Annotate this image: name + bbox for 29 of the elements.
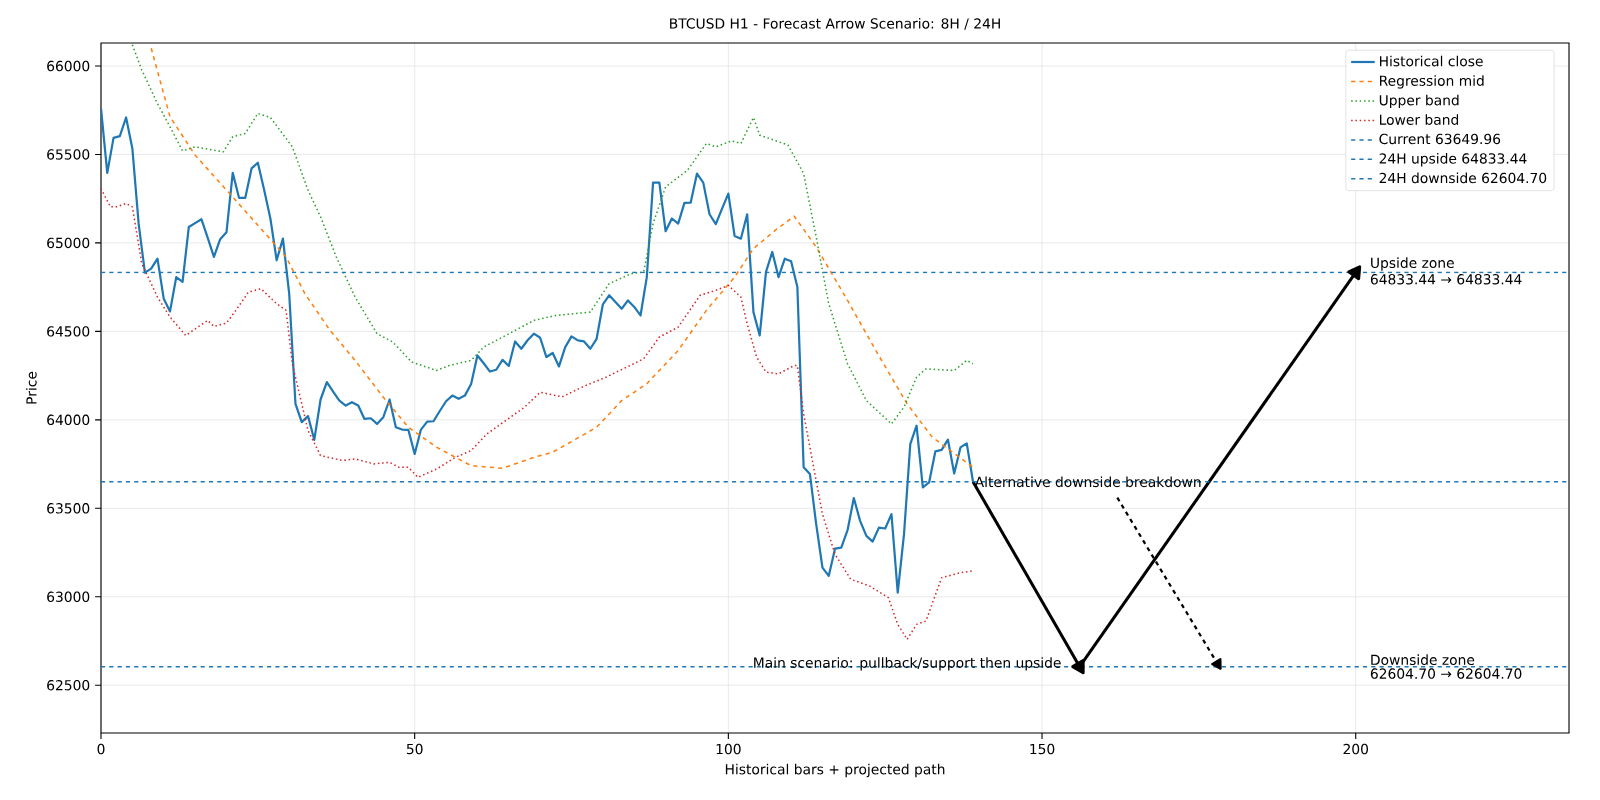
x-tick-label: 100	[716, 743, 741, 755]
legend-label: Current 63649.96	[1379, 133, 1501, 145]
y-tick-label: 64000	[47, 414, 90, 426]
x-tick-label: 150	[1030, 743, 1055, 755]
y-axis-title: Price	[25, 371, 37, 404]
annotation: Upside zone	[1371, 257, 1454, 271]
y-tick-label: 64500	[47, 326, 90, 337]
x-tick-label: 200	[1343, 743, 1369, 755]
y-tick-label: 63500	[47, 503, 90, 514]
legend-label: Regression mid	[1379, 75, 1484, 89]
legend-label: 24H downside 62604.70	[1379, 172, 1547, 184]
chart-title: BTCUSD H1 - Forecast Arrow Scenario: 8H / 24H	[670, 18, 1000, 30]
y-tick-label: 62500	[47, 679, 90, 691]
x-axis-title: Historical bars + projected path	[725, 763, 945, 778]
y-tick-label: 65000	[47, 237, 90, 249]
y-tick-label: 65500	[47, 149, 90, 160]
y-tick-label: 66000	[47, 60, 90, 72]
legend-label: Upper band	[1379, 94, 1459, 109]
annotation: 62604.70 → 62604.70	[1370, 668, 1522, 679]
legend-label: Lower band	[1379, 114, 1459, 125]
annotation: Main scenario: pullback/support then upside	[754, 657, 1061, 671]
annotation: 64833.44 → 64833.44	[1370, 274, 1522, 285]
x-tick-label: 0	[97, 743, 105, 755]
x-tick-label: 50	[406, 743, 423, 755]
annotation: Alternative downside breakdown	[974, 476, 1201, 488]
annotation: Downside zone	[1371, 654, 1475, 666]
legend-label: Historical close	[1379, 55, 1483, 67]
legend-label: 24H upside 64833.44	[1379, 152, 1527, 167]
y-tick-label: 63000	[47, 591, 90, 602]
